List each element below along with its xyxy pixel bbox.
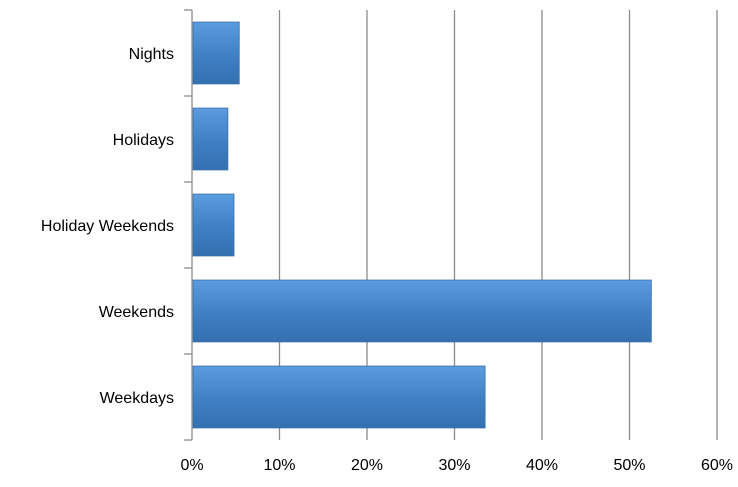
x-tick-label: 60% — [701, 457, 733, 474]
category-label: Holiday Weekends — [41, 218, 174, 235]
bar-weekends — [192, 279, 652, 343]
bar-nights — [192, 21, 240, 85]
x-tick-label: 50% — [613, 457, 645, 474]
category-label: Holidays — [113, 132, 174, 149]
x-tick-label: 10% — [263, 457, 295, 474]
category-label: Weekdays — [100, 390, 174, 407]
x-tick-label: 40% — [526, 457, 558, 474]
x-tick-label: 0% — [180, 457, 203, 474]
axes — [184, 9, 193, 441]
category-label: Nights — [129, 46, 174, 63]
bars — [192, 21, 652, 429]
category-label: Weekends — [99, 304, 174, 321]
labels: 0% 10% 20% 30% 40% 50% 60% Nights Holidays Holida… — [41, 46, 733, 474]
bar-weekdays — [192, 365, 486, 429]
x-tick-label: 30% — [438, 457, 470, 474]
bar-holidays — [192, 107, 229, 171]
x-tick-label: 20% — [351, 457, 383, 474]
bar-holiday-weekends — [192, 193, 235, 257]
